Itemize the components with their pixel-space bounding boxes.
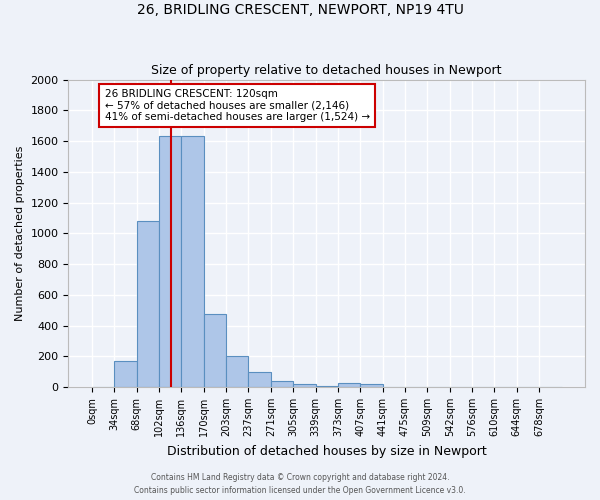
Text: 26, BRIDLING CRESCENT, NEWPORT, NP19 4TU: 26, BRIDLING CRESCENT, NEWPORT, NP19 4TU: [137, 2, 463, 16]
Bar: [204, 314, 226, 387]
Bar: [293, 384, 316, 387]
Title: Size of property relative to detached houses in Newport: Size of property relative to detached ho…: [151, 64, 502, 77]
Bar: [226, 356, 248, 387]
Bar: [316, 386, 338, 387]
Bar: [137, 221, 159, 387]
Text: Contains HM Land Registry data © Crown copyright and database right 2024.
Contai: Contains HM Land Registry data © Crown c…: [134, 474, 466, 495]
Text: 26 BRIDLING CRESCENT: 120sqm
← 57% of detached houses are smaller (2,146)
41% of: 26 BRIDLING CRESCENT: 120sqm ← 57% of de…: [104, 89, 370, 122]
X-axis label: Distribution of detached houses by size in Newport: Distribution of detached houses by size …: [167, 444, 487, 458]
Bar: [114, 361, 137, 387]
Bar: [271, 380, 293, 387]
Bar: [338, 383, 360, 387]
Bar: [181, 136, 204, 387]
Bar: [248, 372, 271, 387]
Bar: [159, 136, 181, 387]
Bar: [360, 384, 383, 387]
Y-axis label: Number of detached properties: Number of detached properties: [15, 146, 25, 321]
